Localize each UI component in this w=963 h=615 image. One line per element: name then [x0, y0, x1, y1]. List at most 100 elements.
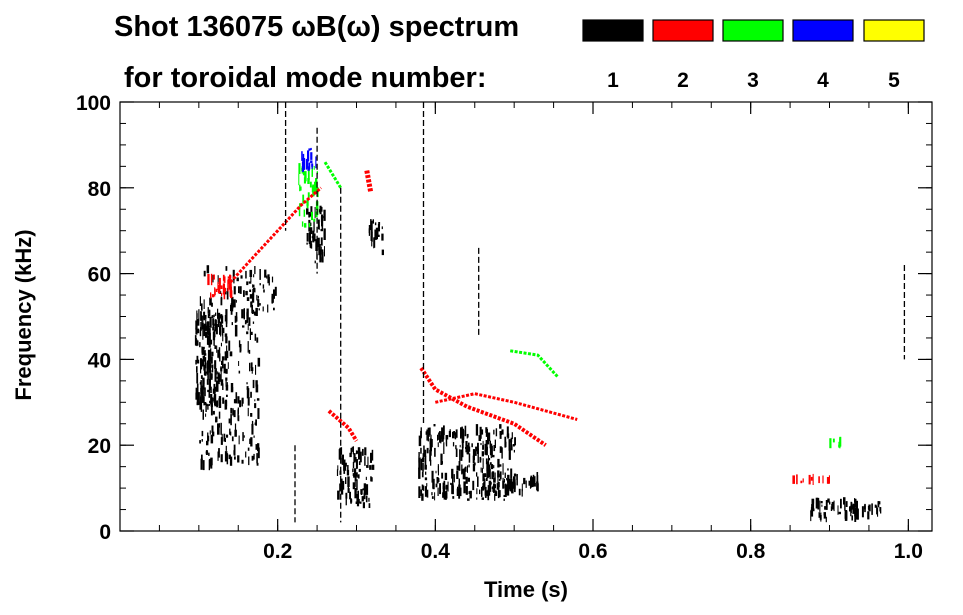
spectral-mark [421, 493, 424, 501]
spectral-mark [458, 461, 461, 471]
spectral-mark [243, 290, 245, 297]
spectral-mark [323, 209, 326, 221]
spectral-mark [315, 178, 318, 186]
spectral-mark [251, 423, 254, 435]
spectral-mark [210, 373, 213, 379]
spectral-mark [371, 231, 373, 242]
spectral-mark [425, 431, 427, 435]
spectral-mark [351, 446, 353, 452]
spectral-mark [420, 427, 422, 439]
spectral-mark [482, 483, 484, 488]
spectral-mark [355, 501, 359, 504]
spectral-mark [210, 406, 213, 416]
spectral-mark [221, 360, 223, 365]
spectral-mark [197, 388, 199, 397]
spectral-mark [491, 471, 495, 478]
spectral-mark [223, 433, 226, 442]
spectral-mark [358, 461, 361, 465]
mode-1-region [810, 497, 859, 523]
spectral-mark [507, 479, 510, 487]
spectral-mark [498, 464, 502, 467]
spectral-mark [429, 440, 432, 452]
spectral-mark [202, 377, 205, 390]
spectral-mark [206, 403, 208, 407]
spectral-mark [209, 379, 211, 390]
y-tick-label: 60 [88, 264, 111, 287]
spectral-mark [468, 491, 471, 494]
spectral-mark [844, 501, 846, 511]
spectral-mark [303, 209, 306, 217]
spectral-mark [497, 484, 500, 494]
spectral-mark [838, 444, 841, 448]
spectral-mark [241, 399, 243, 407]
spectral-mark [205, 403, 207, 412]
spectral-mark [254, 266, 256, 275]
spectral-mark [249, 362, 251, 372]
spectral-mark [264, 269, 267, 278]
spectral-mark [442, 492, 445, 498]
chart-title-line2: for toroidal mode number: [124, 62, 487, 94]
x-tick-label: 0.4 [421, 540, 451, 563]
spectral-mark [212, 410, 215, 415]
spectral-mark [471, 443, 473, 448]
spectral-mark [200, 362, 202, 374]
spectral-mark [482, 458, 484, 469]
spectral-mark [437, 434, 439, 441]
spectral-mark [354, 488, 357, 499]
spectral-mark [219, 353, 221, 362]
spectral-mark [485, 428, 488, 437]
spectral-mark [256, 453, 258, 464]
y-tick-label: 40 [88, 349, 111, 372]
mode-1-region [368, 219, 384, 256]
mode-1-region [306, 205, 326, 264]
spectral-mark [494, 472, 496, 481]
spectral-mark [362, 502, 365, 509]
spectral-mark [480, 467, 482, 473]
spectral-mark [422, 453, 425, 460]
spectral-mark [231, 436, 234, 442]
spectral-mark [362, 448, 364, 456]
spectral-mark [310, 206, 313, 217]
spectral-mark [825, 516, 827, 523]
spectral-mark [371, 242, 373, 247]
spectral-mark [426, 447, 429, 454]
spectral-mark [852, 503, 855, 514]
spectral-mark [210, 273, 213, 286]
spectral-mark [494, 493, 496, 501]
spectral-mark [307, 178, 310, 184]
spectral-mark [448, 430, 451, 438]
spectral-mark [313, 165, 315, 170]
spectral-mark [445, 484, 448, 490]
spectral-mark [208, 403, 211, 406]
spectral-mark [234, 315, 237, 323]
spectral-mark [323, 228, 326, 240]
spectral-mark [370, 452, 372, 463]
spectral-mark [475, 424, 479, 436]
spectral-mark [843, 497, 846, 505]
spectral-mark [504, 478, 505, 483]
spectral-mark [304, 223, 307, 228]
spectral-mark [201, 430, 204, 437]
legend-label-mode-4: 4 [817, 69, 829, 92]
spectral-mark [533, 483, 536, 487]
spectral-mark [201, 392, 204, 403]
spectral-mark [464, 467, 466, 480]
spectral-mark [249, 294, 252, 299]
spectral-mark [226, 288, 229, 300]
spectral-mark [319, 205, 322, 215]
spectral-mark [361, 496, 364, 502]
spectral-mark [511, 481, 514, 494]
spectral-mark [320, 237, 323, 246]
spectral-mark [219, 374, 221, 382]
spectral-mark [203, 350, 206, 355]
spectral-mark [236, 277, 239, 282]
spectral-mark [199, 440, 201, 444]
spectral-mark [211, 370, 213, 373]
spectral-mark [476, 472, 478, 477]
spectral-mark [229, 428, 231, 435]
spectral-mark [472, 480, 475, 491]
spectral-mark [442, 430, 445, 440]
spectral-mark [504, 483, 507, 494]
spectral-mark [369, 465, 372, 470]
spectral-mark [498, 478, 501, 481]
